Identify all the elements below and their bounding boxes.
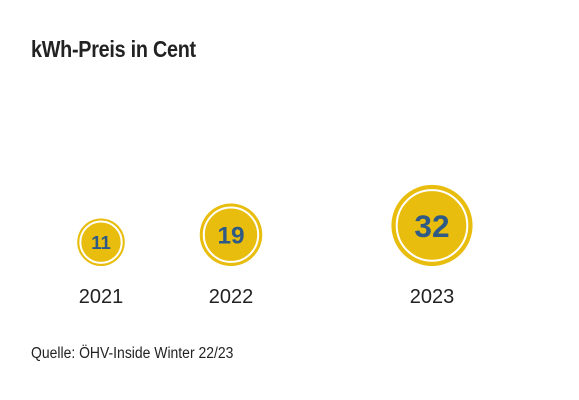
bubble-circle — [77, 218, 125, 266]
bubble-ring — [202, 206, 260, 263]
year-label: 2021 — [79, 286, 124, 308]
bubble-2023: 32 — [391, 184, 473, 266]
bubble-value-label: 11 — [91, 232, 111, 253]
bubble-circle — [391, 184, 473, 266]
bubble-circle — [199, 203, 263, 266]
bubble-value-label: 19 — [217, 223, 244, 250]
year-label: 2023 — [410, 286, 455, 308]
bubble-2022: 19 — [199, 203, 263, 266]
bubble-ring — [79, 220, 123, 264]
year-label: 2022 — [209, 286, 254, 308]
bubble-value-label: 32 — [414, 208, 449, 244]
source-note: Quelle: ÖHV-Inside Winter 22/23 — [31, 345, 234, 362]
bubble-ring — [395, 189, 469, 262]
bubble-2021: 11 — [77, 218, 125, 266]
chart-title: kWh-Preis in Cent — [31, 36, 196, 62]
